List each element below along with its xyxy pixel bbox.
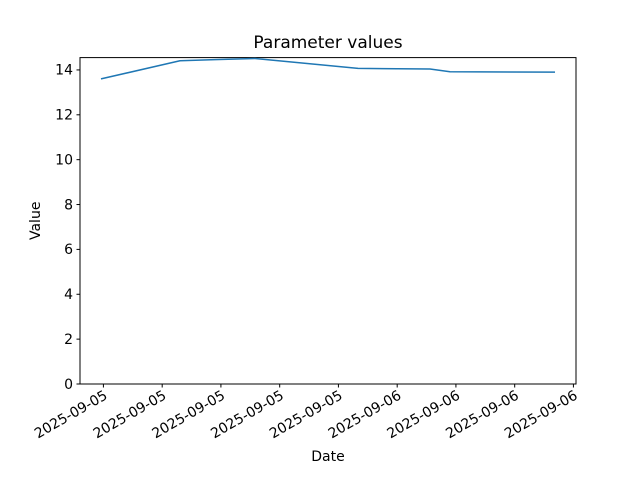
- y-tick-label: 0: [64, 377, 73, 393]
- y-tick-label: 6: [64, 242, 73, 258]
- y-tick-label: 14: [55, 63, 73, 79]
- axes-spines: [79, 57, 577, 385]
- x-axis-label: Date: [311, 449, 344, 465]
- y-axis-label: Value: [28, 202, 44, 240]
- y-tick-label: 4: [64, 287, 73, 303]
- y-tick-label: 8: [64, 197, 73, 213]
- plot-layer: 024681012142025-09-052025-09-052025-09-0…: [32, 57, 580, 442]
- y-tick-label: 2: [64, 332, 73, 348]
- chart-title: Parameter values: [253, 33, 402, 53]
- data-line: [100, 57, 556, 80]
- y-tick-label: 10: [55, 152, 73, 168]
- y-tick-label: 12: [55, 108, 73, 124]
